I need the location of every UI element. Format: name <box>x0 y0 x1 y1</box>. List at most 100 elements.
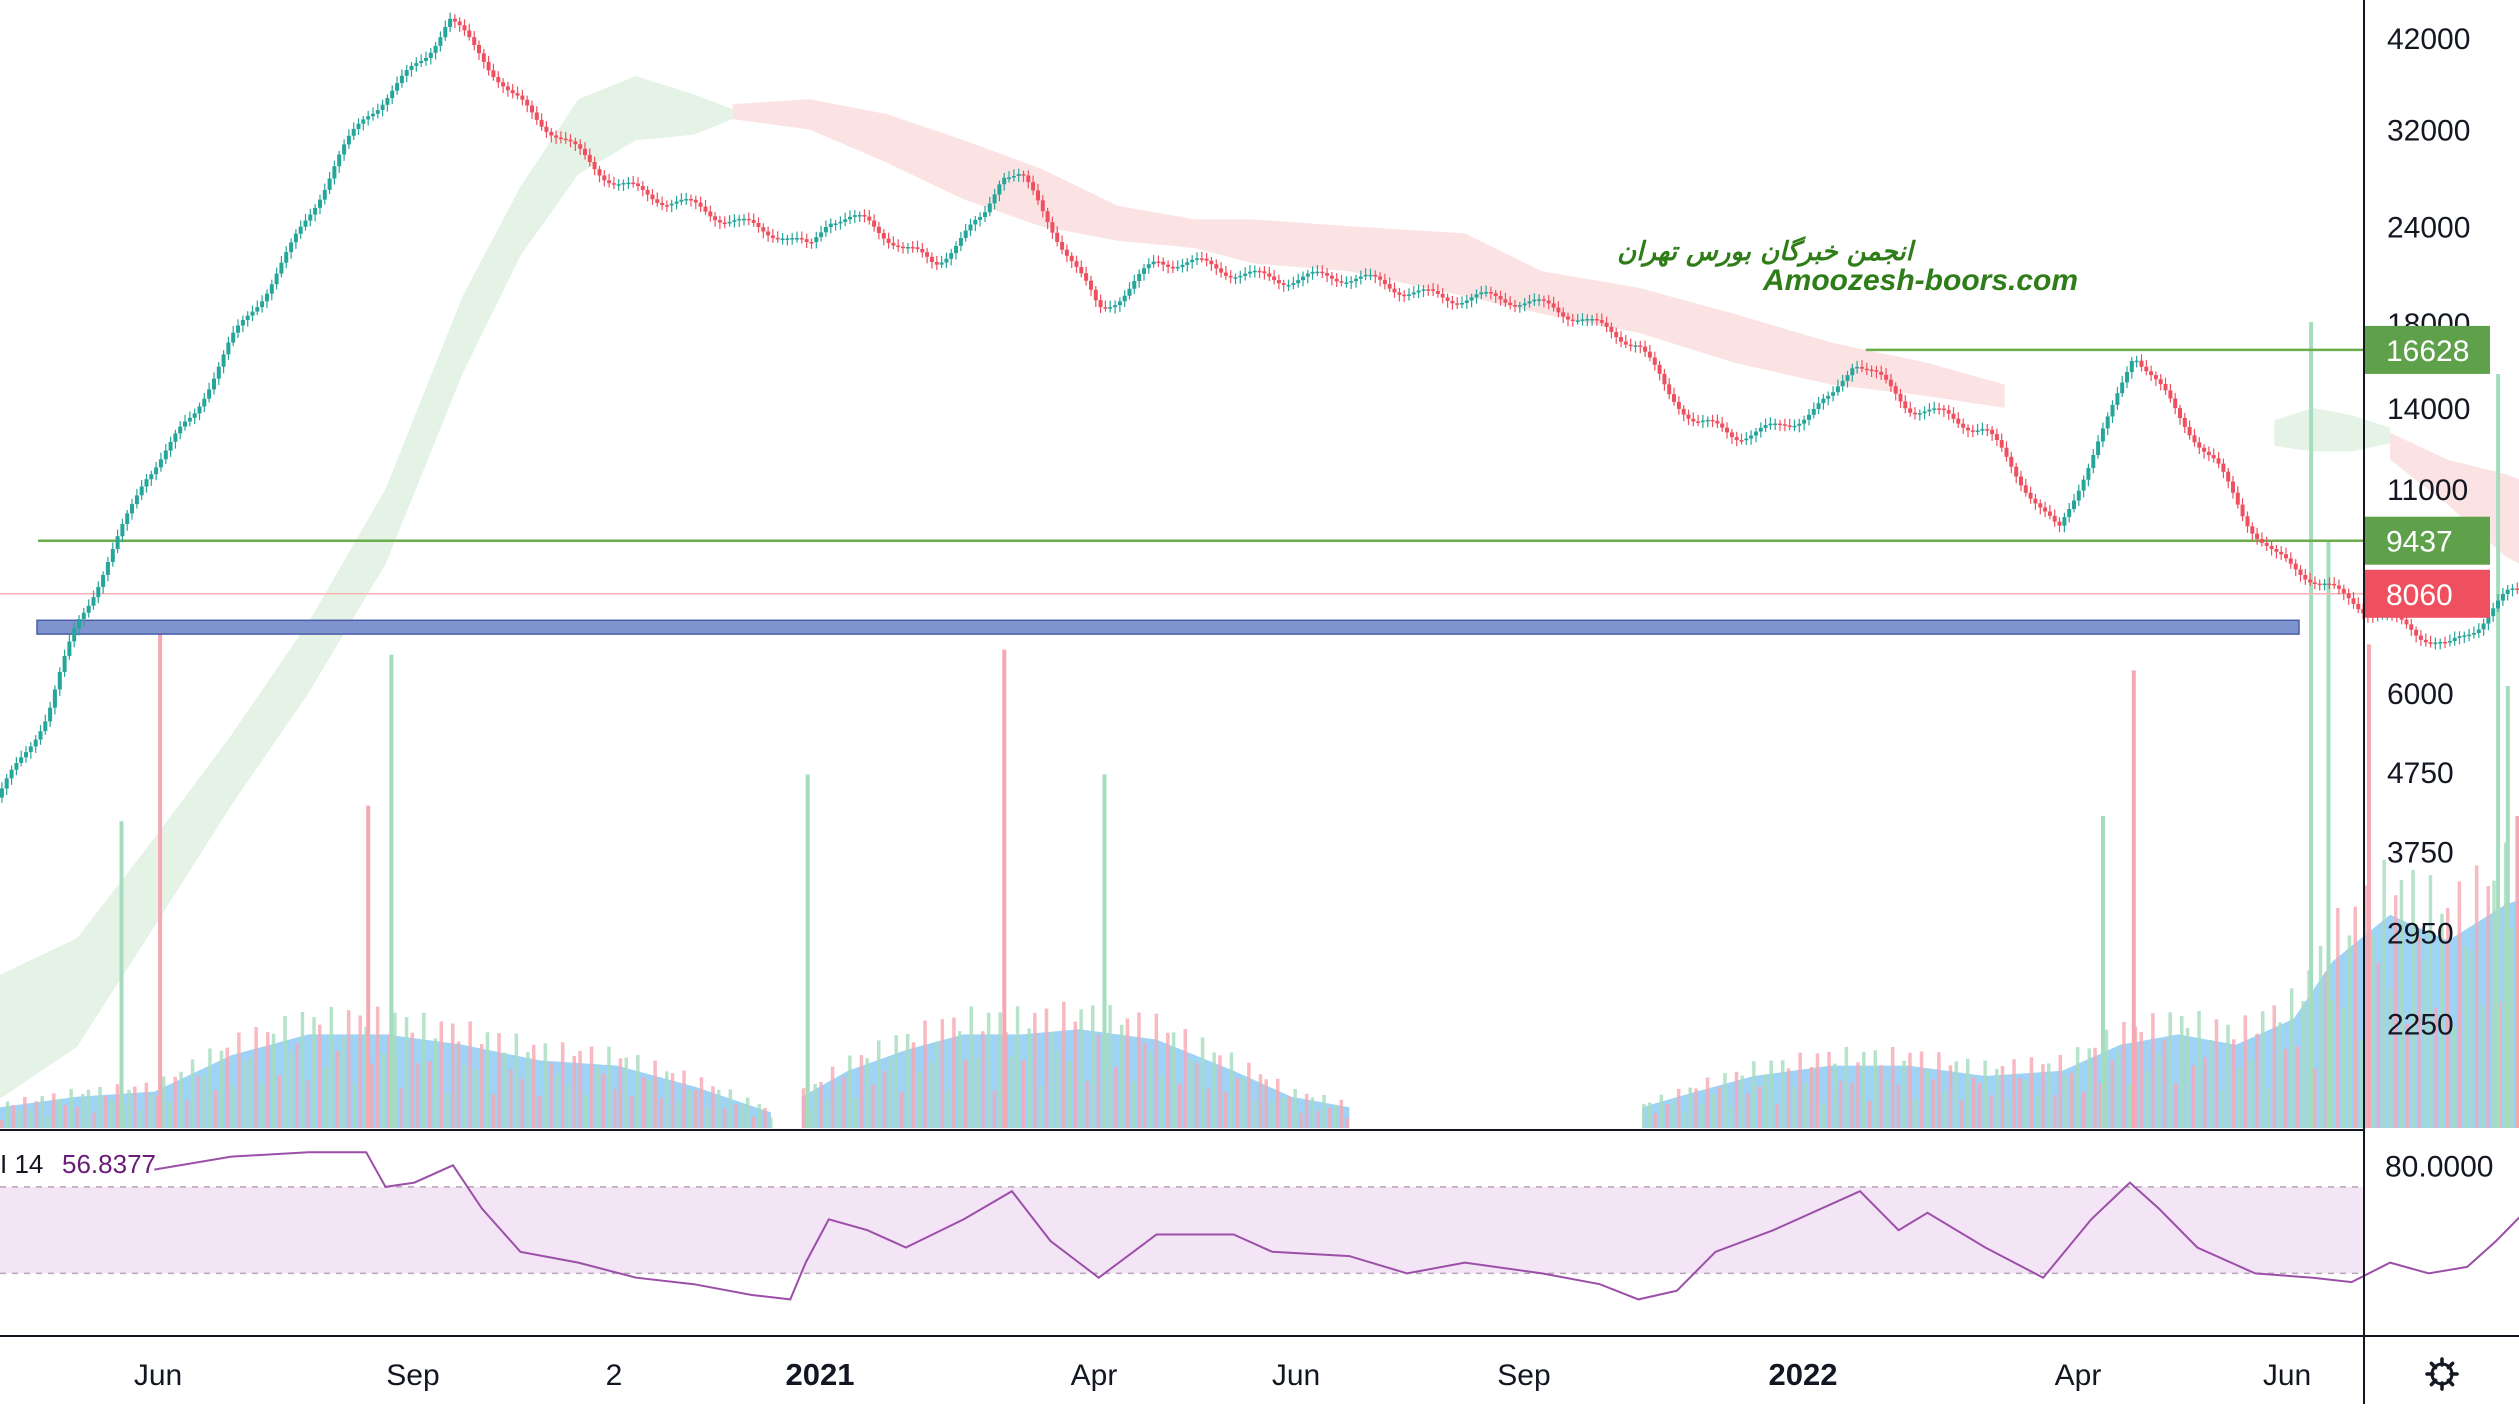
candle-body <box>2510 588 2515 590</box>
candle-body <box>2086 468 2091 480</box>
volume-bar <box>1717 1087 1721 1128</box>
candle-body <box>2014 466 2019 477</box>
candle-body <box>173 433 178 442</box>
candle-body <box>130 504 134 514</box>
volume-bar <box>1676 1088 1681 1128</box>
volume-bar <box>2070 1072 2074 1128</box>
volume-bar <box>2041 1064 2045 1128</box>
candle-body <box>2438 642 2443 644</box>
candle-body <box>722 222 727 224</box>
volume-bar <box>2330 999 2334 1128</box>
candle-body <box>1946 410 1951 414</box>
candle-body <box>1826 395 1831 399</box>
volume-bar <box>1642 1103 1646 1128</box>
price-tag-label: 8060 <box>2386 579 2453 612</box>
volume-bar <box>109 1100 114 1128</box>
candle-body <box>2067 509 2072 518</box>
volume-bar <box>115 1084 120 1128</box>
candle-body <box>1185 262 1190 265</box>
volume-bar <box>2480 1005 2485 1128</box>
candle-body <box>178 426 183 434</box>
volume-bar <box>2052 1095 2057 1128</box>
volume-bar <box>819 1082 823 1128</box>
volume-bar <box>2162 1039 2167 1128</box>
candle-body <box>1113 305 1118 308</box>
volume-bar <box>1879 1065 1883 1128</box>
volume-bar <box>566 1084 571 1128</box>
volume-bar <box>98 1086 102 1128</box>
candle-body <box>2308 579 2313 583</box>
candle-body <box>2457 636 2462 638</box>
gear-ring <box>2430 1362 2454 1386</box>
volume-bar <box>364 1026 368 1128</box>
candle-body <box>1233 277 1238 279</box>
candle-body <box>351 128 356 136</box>
candle-body <box>1392 288 1397 293</box>
candle-body <box>2043 507 2048 512</box>
candle-body <box>1069 255 1074 262</box>
candle-body <box>1488 292 1493 294</box>
candle-body <box>2351 598 2356 604</box>
gear-icon[interactable] <box>2425 1357 2459 1391</box>
volume-bar <box>2341 1007 2346 1128</box>
candle-body <box>2072 500 2076 509</box>
candle-body <box>713 216 718 221</box>
candle-body <box>1734 437 1739 440</box>
candle-body <box>1382 279 1387 285</box>
volume-bar <box>1079 1009 1083 1128</box>
candle-body <box>717 220 722 223</box>
candle-body <box>1898 393 1903 402</box>
candle-body <box>876 226 881 233</box>
candle-body <box>477 44 481 54</box>
candle-body <box>221 354 226 367</box>
candle-body <box>2399 616 2404 620</box>
candle-body <box>1609 326 1614 332</box>
volume-bar <box>2399 879 2404 1128</box>
candle-body <box>891 242 896 246</box>
candle-body <box>963 230 968 238</box>
candle-body <box>1209 260 1214 265</box>
candle-body <box>1445 297 1450 301</box>
price-tag-9437 <box>2365 516 2490 565</box>
candle-body <box>1252 270 1257 273</box>
volume-bar <box>1919 1051 1924 1128</box>
candle-body <box>322 189 327 200</box>
candle-body <box>1850 368 1855 376</box>
candle-body <box>86 605 91 613</box>
candle-body <box>2423 639 2428 643</box>
cloud-band-0 <box>0 76 733 1099</box>
volume-bar <box>1792 1086 1797 1128</box>
candle-body <box>751 220 756 223</box>
volume-bar <box>225 1047 229 1128</box>
volume-pane <box>0 322 2519 1128</box>
candle-body <box>380 104 385 110</box>
volume-bar <box>468 1021 472 1128</box>
volume-bar <box>2156 1053 2161 1128</box>
candle-body <box>1363 274 1368 277</box>
price-tag-label: 9437 <box>2386 526 2453 559</box>
candle-body <box>2134 360 2139 363</box>
candle-body <box>1180 264 1185 267</box>
candle-body <box>1532 299 1537 302</box>
volume-spike <box>2367 644 2371 1128</box>
candle-body <box>1064 249 1069 256</box>
volume-bar <box>75 1106 79 1128</box>
candle-body <box>1517 305 1522 307</box>
candle-body <box>115 536 120 549</box>
volume-bar <box>1062 1001 1066 1128</box>
volume-bar <box>2075 1047 2080 1128</box>
volume-bar <box>940 1019 945 1128</box>
volume-bar <box>871 1084 875 1128</box>
volume-bar <box>214 1090 218 1128</box>
candle-body <box>67 641 72 656</box>
volume-bar <box>23 1096 27 1128</box>
volume-bar <box>859 1055 864 1128</box>
candle-body <box>1334 278 1339 282</box>
candle-body <box>1860 366 1864 369</box>
candle-body <box>419 61 424 64</box>
candle-body <box>2052 515 2057 522</box>
volume-bar <box>410 1032 415 1128</box>
candle-body <box>1098 300 1103 308</box>
